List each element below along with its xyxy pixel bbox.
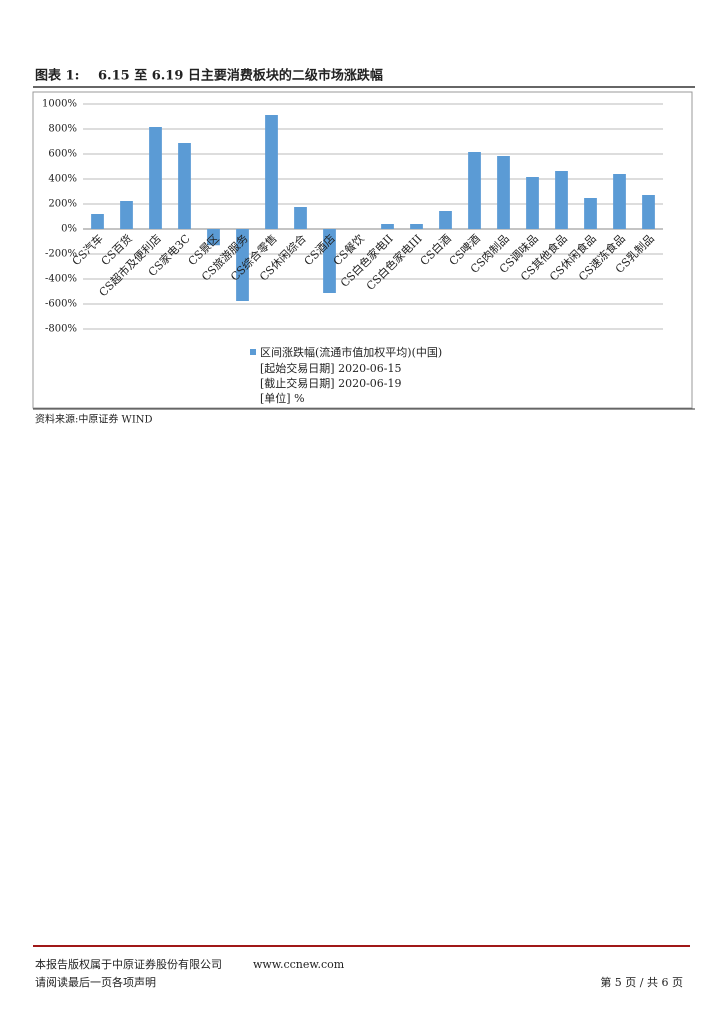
bar: [294, 207, 307, 229]
source: 资料来源:中原证券 WIND: [35, 413, 153, 426]
footer-notice: 请阅读最后一页各项声明: [35, 975, 156, 989]
y-tick-label: 400%: [48, 174, 77, 185]
bar: [178, 143, 191, 229]
bar: [642, 195, 655, 229]
footer-url: www.ccnew.com: [253, 958, 345, 971]
bar: [91, 214, 104, 229]
bar: [236, 229, 249, 301]
bar: [555, 171, 568, 229]
bar: [497, 156, 510, 229]
y-tick-label: 1000%: [42, 99, 77, 110]
x-tick-label: CS白酒: [417, 231, 454, 268]
bar: [381, 224, 394, 229]
page-number: 第 5 页 / 共 6 页: [600, 975, 683, 989]
bar: [410, 224, 423, 229]
bar: [584, 198, 597, 229]
legend-swatch: [250, 349, 256, 355]
legend-note: [截止交易日期] 2020-06-19: [260, 376, 402, 390]
figure-label: 图表 1:: [35, 68, 79, 84]
y-tick-label: -600%: [45, 299, 77, 310]
bar: [613, 174, 626, 229]
y-tick-label: 0%: [61, 224, 77, 235]
chart-frame: [32, 91, 693, 409]
y-tick-label: -800%: [45, 324, 77, 335]
bar: [526, 177, 539, 229]
bar: [439, 211, 452, 229]
legend-note: [起始交易日期] 2020-06-15: [260, 361, 402, 375]
bar: [120, 201, 133, 229]
legend-note: [单位] %: [260, 391, 305, 405]
bar: [265, 115, 278, 229]
y-tick-label: -200%: [45, 249, 77, 260]
y-tick-label: 800%: [48, 124, 77, 135]
legend-label: 区间涨跌幅(流通市值加权平均)(中国): [260, 345, 442, 359]
bar: [207, 229, 220, 246]
y-tick-label: 600%: [48, 149, 77, 160]
bar: [323, 229, 336, 293]
footer-copyright: 本报告版权属于中原证券股份有限公司: [35, 957, 222, 971]
figure-title: 6.15 至 6.19 日主要消费板块的二级市场涨跌幅: [98, 68, 383, 84]
bar: [468, 152, 481, 229]
y-tick-label: 200%: [48, 199, 77, 210]
bar: [149, 127, 162, 229]
y-tick-label: -400%: [45, 274, 77, 285]
